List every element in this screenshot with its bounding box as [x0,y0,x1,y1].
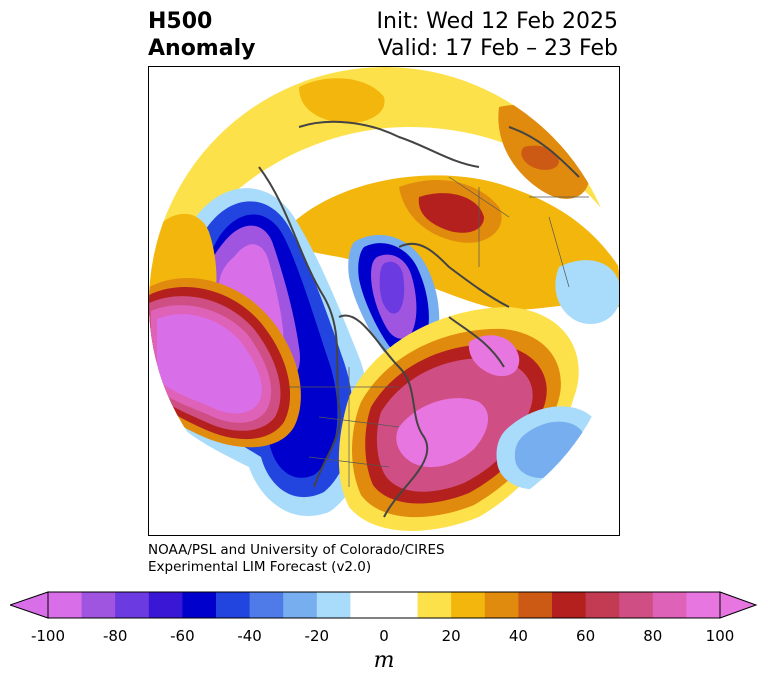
colorbar-bin [686,592,721,618]
colorbar-bin [552,592,587,618]
colorbar-tick-label: 20 [441,627,461,645]
valid-range: Valid: 17 Feb – 23 Feb [377,36,618,61]
credit-line-1: NOAA/PSL and University of Colorado/CIRE… [148,542,445,558]
credit-line-2: Experimental LIM Forecast (v2.0) [148,559,372,575]
colorbar-tick-label: -60 [170,627,195,645]
pacific-anomaly-core [157,314,262,414]
positive-high-europe-core [521,145,559,170]
colorbar-bin [484,592,519,618]
colorbar-tick-label: 40 [508,627,528,645]
colorbar-tick-label: 60 [576,627,596,645]
negative-europe-weak [555,260,619,324]
colorbar-bin [316,592,351,618]
colorbar-tick-label: 100 [705,627,735,645]
colorbar-bin [283,592,318,618]
colorbar-bin [417,592,452,618]
colorbar-tick-label: 80 [643,627,663,645]
map-field [149,67,619,535]
colorbar-bin [249,592,284,618]
positive-atlantic-core [396,398,489,468]
colorbar-bin [652,592,687,618]
colorbar-tick-label: -20 [304,627,330,645]
title-anomaly: Anomaly [148,36,256,61]
positive-band-north [279,175,619,310]
coastlines [258,120,580,518]
colorbar-bin [585,592,620,618]
title-left: H500 Anomaly [148,8,255,62]
colorbar-tick-label: -40 [237,627,262,645]
title-right: Init: Wed 12 Feb 2025 Valid: 17 Feb – 23… [377,8,618,62]
colorbar-svg [8,591,758,619]
positive-high-arctic [299,78,385,124]
colorbar-bin [384,592,419,618]
colorbar-tick-label: 0 [379,627,389,645]
colorbar-bin [115,592,150,618]
colorbar-bin [81,592,116,618]
colorbar-tick-labels: -100 -80 -60 -40 -20 0 20 40 60 80 100 [0,627,768,647]
map-panel [148,66,620,536]
colorbar-border [47,591,721,619]
colorbar-extend-high [719,591,758,619]
init-date: Init: Wed 12 Feb 2025 [376,9,618,34]
colorbar-unit: m [373,648,395,673]
anomaly-map [149,67,619,535]
positive-high-siberia-core [418,193,484,233]
colorbar-bin [182,592,217,618]
political-borders [289,176,589,487]
colorbar-bin [216,592,251,618]
colorbar-bin [451,592,486,618]
colorbar-bin [350,592,385,618]
colorbar-extend-low [8,591,49,619]
colorbar-bin [48,592,83,618]
colorbar-bin [619,592,654,618]
colorbar-tick-label: -80 [102,627,128,645]
colorbar-bin [148,592,183,618]
title-variable: H500 [148,9,213,34]
negative-hudson-center [379,261,405,314]
positive-atlantic-core-east [468,335,520,377]
credit-text: NOAA/PSL and University of Colorado/CIRE… [148,542,445,576]
colorbar [8,590,758,620]
colorbar-bin [518,592,553,618]
colorbar-tick-label: -100 [30,627,66,645]
